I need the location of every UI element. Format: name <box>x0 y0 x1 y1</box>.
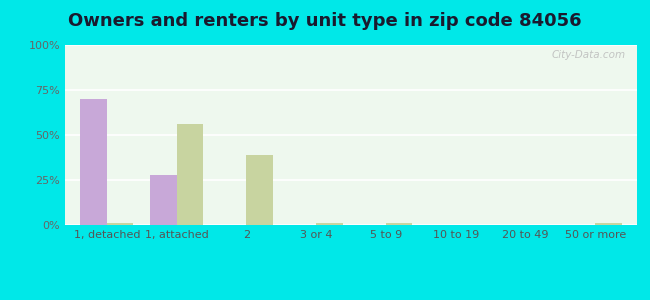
Bar <box>81 99 107 225</box>
Bar <box>150 175 177 225</box>
Bar <box>316 223 343 225</box>
Bar <box>386 223 412 225</box>
Bar <box>177 124 203 225</box>
Bar <box>246 155 273 225</box>
Bar <box>595 223 621 225</box>
Bar <box>107 223 133 225</box>
Text: Owners and renters by unit type in zip code 84056: Owners and renters by unit type in zip c… <box>68 12 582 30</box>
Text: City-Data.com: City-Data.com <box>551 50 625 60</box>
